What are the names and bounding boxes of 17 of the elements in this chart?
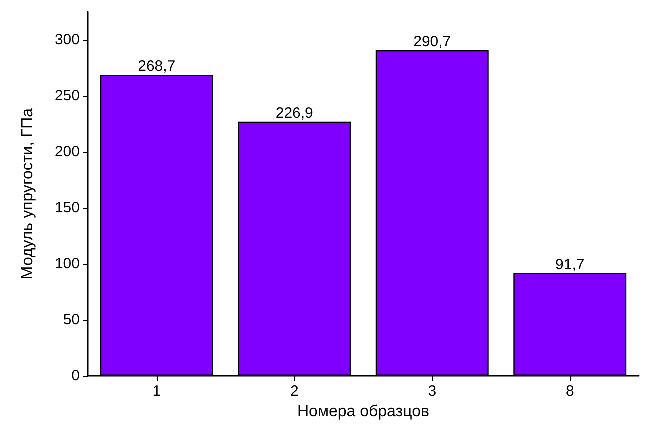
y-tick-label: 200 [54, 144, 80, 160]
x-tick-label: 8 [566, 383, 574, 400]
data-label: 226,9 [276, 104, 314, 122]
x-tick-label: 3 [428, 383, 437, 400]
data-label: 268,7 [138, 58, 176, 76]
x-tick-label: 2 [290, 383, 299, 400]
data-label: 91,7 [556, 256, 585, 274]
y-axis-title: Модуль упругости, ГПа [20, 108, 36, 280]
x-axis-title: Номера образцов [298, 403, 430, 420]
y-tick-label: 100 [54, 256, 80, 272]
y-tick-label: 250 [54, 88, 80, 104]
x-tick-label: 1 [152, 383, 162, 400]
y-tick-label: 0 [72, 368, 80, 384]
y-tick-label: 150 [54, 200, 80, 216]
y-tick-label: 50 [63, 312, 80, 328]
y-tick-label: 300 [54, 32, 80, 48]
data-label: 290,7 [414, 33, 452, 50]
